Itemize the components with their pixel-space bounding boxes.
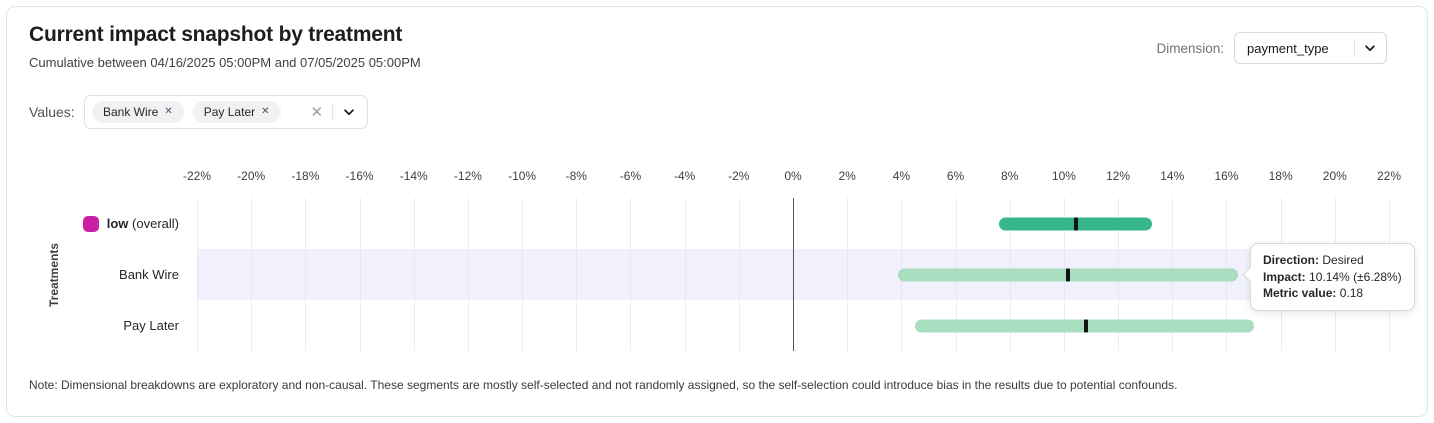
- legend-swatch: [82, 215, 99, 232]
- dimension-label: Dimension:: [1156, 40, 1224, 56]
- remove-chip-icon[interactable]: ✕: [164, 106, 173, 117]
- impact-point-marker: [1083, 319, 1088, 332]
- impact-point-marker: [1065, 268, 1070, 281]
- row-label-text: Bank Wire: [119, 267, 179, 282]
- x-tick-label: 16%: [1214, 169, 1239, 183]
- page-title: Current impact snapshot by treatment: [29, 23, 403, 46]
- x-tick-label: -18%: [291, 169, 320, 183]
- x-tick-label: 22%: [1376, 169, 1402, 183]
- tooltip-impact-line: Impact: 10.14% (±6.28%): [1263, 269, 1402, 284]
- x-tick-label: -8%: [565, 169, 587, 183]
- treatment-row-labels: low (overall) Bank Wire Pay Later: [7, 198, 179, 351]
- row-label-text: Pay Later: [123, 318, 179, 333]
- x-axis: -22% -20% -18% -16% -14% -12% -10% -8% -6% -4% -2%…: [183, 169, 1401, 185]
- x-tick-label: 6%: [946, 169, 965, 183]
- impact-chart-plot: [197, 198, 1390, 351]
- x-tick-label: -6%: [619, 169, 642, 183]
- row-label-bank-wire: Bank Wire: [7, 249, 179, 300]
- chart-row-low: [197, 198, 1389, 249]
- chip-label: Bank Wire: [103, 105, 159, 119]
- x-tick-label: 12%: [1106, 169, 1131, 183]
- dimension-select[interactable]: payment_type: [1234, 32, 1387, 64]
- bar-tooltip: Direction: Desired Impact: 10.14% (±6.28…: [1242, 243, 1415, 311]
- x-tick-label: -2%: [728, 169, 750, 183]
- x-tick-label: -16%: [345, 169, 374, 183]
- date-range-subtitle: Cumulative between 04/16/2025 05:00PM an…: [29, 55, 421, 70]
- x-tick-label: -20%: [237, 169, 266, 183]
- x-tick-label: 18%: [1268, 169, 1293, 183]
- row-label-text: low (overall): [106, 216, 179, 231]
- tooltip-direction-line: Direction: Desired: [1263, 253, 1364, 267]
- x-tick-label: 20%: [1322, 169, 1347, 183]
- values-multiselect[interactable]: Bank Wire ✕ Pay Later ✕ ✕: [84, 95, 369, 129]
- filter-chip-bank-wire[interactable]: Bank Wire ✕: [92, 101, 184, 123]
- footnote: Note: Dimensional breakdowns are explora…: [29, 378, 1178, 392]
- impact-point-marker: [1074, 217, 1079, 230]
- select-divider: [332, 103, 334, 121]
- dimension-select-value: payment_type: [1247, 40, 1329, 56]
- values-label: Values:: [29, 104, 75, 120]
- chevron-down-icon[interactable]: [342, 105, 356, 119]
- remove-chip-icon[interactable]: ✕: [261, 106, 270, 117]
- x-tick-label: 4%: [892, 169, 911, 183]
- x-tick-label: 0%: [784, 169, 802, 183]
- filter-chip-pay-later[interactable]: Pay Later ✕: [192, 101, 281, 123]
- row-label-low: low (overall): [7, 198, 179, 249]
- selected-value-chips: Bank Wire ✕ Pay Later ✕: [92, 101, 281, 123]
- dimension-control: Dimension: payment_type: [1156, 32, 1387, 64]
- x-tick-label: -22%: [182, 169, 212, 183]
- select-divider: [1354, 39, 1355, 57]
- x-tick-label: -14%: [399, 169, 428, 183]
- x-tick-label: 14%: [1160, 169, 1185, 183]
- x-tick-label: -12%: [453, 169, 482, 183]
- row-label-pay-later: Pay Later: [7, 300, 179, 351]
- x-tick-label: 2%: [838, 169, 856, 183]
- clear-values-icon[interactable]: ✕: [310, 103, 324, 121]
- x-tick-label: -4%: [673, 169, 696, 183]
- tooltip-metric-line: Metric value: 0.18: [1263, 286, 1364, 300]
- x-tick-label: 8%: [1001, 169, 1019, 183]
- zero-axis-line: [793, 198, 794, 351]
- values-box-actions: ✕: [311, 103, 357, 121]
- impact-snapshot-card: Current impact snapshot by treatment Cum…: [6, 6, 1428, 417]
- x-tick-label: -10%: [508, 169, 537, 183]
- chevron-down-icon: [1363, 41, 1377, 55]
- x-tick-label: 10%: [1051, 169, 1076, 183]
- chart-row-pay-later: [197, 300, 1389, 351]
- chip-label: Pay Later: [203, 105, 256, 119]
